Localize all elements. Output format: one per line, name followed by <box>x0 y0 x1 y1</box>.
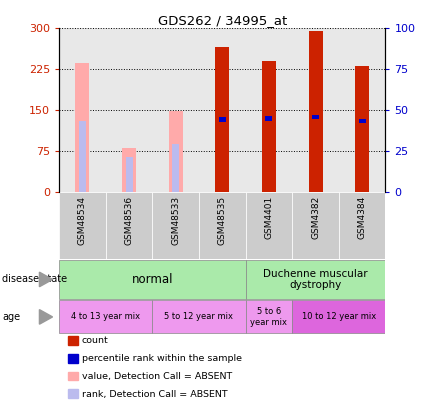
Bar <box>246 192 292 259</box>
Text: GSM4382: GSM4382 <box>311 196 320 239</box>
Bar <box>246 260 385 299</box>
Text: GSM4384: GSM4384 <box>358 196 367 239</box>
Bar <box>215 47 229 192</box>
Bar <box>359 119 366 124</box>
Bar <box>79 122 86 192</box>
Bar <box>59 192 106 259</box>
Bar <box>219 117 226 122</box>
Bar <box>172 144 179 192</box>
Bar <box>59 260 246 299</box>
Bar <box>292 301 385 333</box>
Bar <box>308 31 322 192</box>
Bar <box>339 192 385 259</box>
Bar <box>199 192 246 259</box>
Bar <box>265 116 272 121</box>
Bar <box>152 301 246 333</box>
Text: GSM48534: GSM48534 <box>78 196 87 245</box>
Text: GSM4401: GSM4401 <box>265 196 273 239</box>
Bar <box>355 66 369 192</box>
Bar <box>122 147 136 192</box>
Text: GSM48536: GSM48536 <box>124 196 134 245</box>
Bar <box>126 157 133 192</box>
Text: normal: normal <box>131 273 173 286</box>
Text: GSM48535: GSM48535 <box>218 196 227 245</box>
Text: Duchenne muscular
dystrophy: Duchenne muscular dystrophy <box>263 269 368 290</box>
Bar <box>152 192 199 259</box>
Title: GDS262 / 34995_at: GDS262 / 34995_at <box>158 14 287 27</box>
Text: GSM48533: GSM48533 <box>171 196 180 245</box>
Text: value, Detection Call = ABSENT: value, Detection Call = ABSENT <box>82 372 232 381</box>
Bar <box>106 192 152 259</box>
Text: 4 to 13 year mix: 4 to 13 year mix <box>71 312 140 322</box>
Bar <box>75 63 89 192</box>
Bar <box>246 301 292 333</box>
Text: 5 to 6
year mix: 5 to 6 year mix <box>251 307 287 326</box>
Bar <box>169 111 183 192</box>
Text: age: age <box>2 312 20 322</box>
Bar <box>262 61 276 192</box>
Text: disease state: disease state <box>2 275 67 284</box>
Bar <box>292 192 339 259</box>
Bar <box>59 301 152 333</box>
Text: 10 to 12 year mix: 10 to 12 year mix <box>302 312 376 322</box>
Text: rank, Detection Call = ABSENT: rank, Detection Call = ABSENT <box>82 390 227 399</box>
Text: percentile rank within the sample: percentile rank within the sample <box>82 354 242 363</box>
Text: count: count <box>82 337 109 345</box>
Text: 5 to 12 year mix: 5 to 12 year mix <box>165 312 233 322</box>
Bar <box>312 115 319 119</box>
